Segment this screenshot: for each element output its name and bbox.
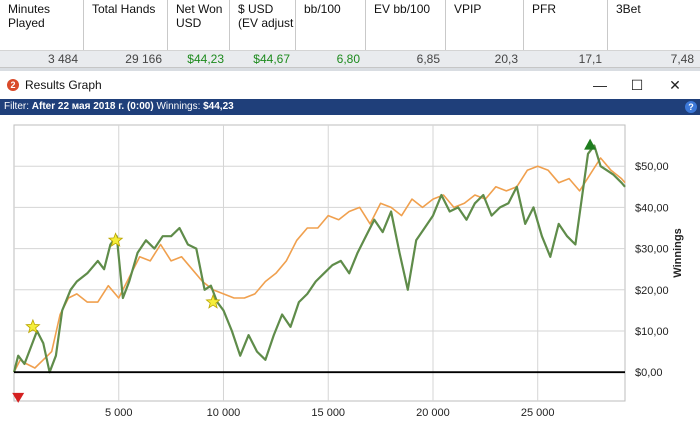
- stats-table: Minutes Played Total Hands Net Won USD $…: [0, 0, 700, 71]
- x-tick-label: 25 000: [521, 407, 555, 419]
- stats-header-row: Minutes Played Total Hands Net Won USD $…: [0, 0, 700, 50]
- y-tick-label: $20,00: [635, 285, 669, 297]
- value-minutes-played: 3 484: [47, 52, 78, 66]
- results-chart: 5 000 10 000 15 000 20 000 25 000 $0,00 $10,00…: [0, 115, 700, 424]
- value-vpip: 20,3: [494, 52, 518, 66]
- help-icon[interactable]: ?: [685, 101, 697, 113]
- col-header-net-won[interactable]: Net Won USD: [168, 0, 230, 50]
- value-net-won: $44,23: [187, 52, 224, 66]
- x-tick-label: 5 000: [105, 407, 133, 419]
- col-header-minutes-played[interactable]: Minutes Played: [0, 0, 84, 50]
- filter-prefix: Filter:: [4, 101, 32, 112]
- value-bb100: 6,80: [336, 52, 360, 66]
- y-tick-label: $0,00: [635, 367, 663, 379]
- results-chart-svg: 5 000 10 000 15 000 20 000 25 000 $0,00 $10,00…: [12, 124, 684, 419]
- ev-adjusted-line: [13, 157, 626, 373]
- value-3bet: 7,48: [670, 52, 694, 66]
- close-button[interactable]: ✕: [669, 77, 681, 93]
- app-logo-icon: 2: [7, 79, 19, 91]
- x-tick-label: 20 000: [416, 407, 450, 419]
- winnings-value: $44,23: [203, 101, 234, 112]
- col-header-vpip[interactable]: VPIP: [446, 0, 524, 50]
- y-axis-title: Winnings: [672, 228, 684, 277]
- filter-bar[interactable]: Filter: After 22 мая 2018 г. (0:00) Winn…: [0, 99, 700, 115]
- col-header-ev-adjusted[interactable]: $ USD (EV adjust: [230, 0, 296, 50]
- y-tick-label: $50,00: [635, 161, 669, 173]
- window-titlebar[interactable]: 2 Results Graph — ☐ ✕: [0, 71, 700, 99]
- y-tick-label: $10,00: [635, 326, 669, 338]
- stats-value-row[interactable]: 3 484 29 166 $44,23 $44,67 6,80 6,85 20,…: [0, 50, 700, 68]
- value-pfr: 17,1: [578, 52, 602, 66]
- col-header-3bet[interactable]: 3Bet: [616, 2, 641, 16]
- y-tick-label: $40,00: [635, 202, 669, 214]
- plot-area: [13, 124, 626, 402]
- value-total-hands: 29 166: [125, 52, 162, 66]
- value-ev-adjusted: $44,67: [253, 52, 290, 66]
- col-header-bb100[interactable]: bb/100: [296, 0, 366, 50]
- max-marker-triangle: [584, 138, 597, 150]
- col-header-pfr[interactable]: PFR: [524, 0, 608, 50]
- x-tick-label: 15 000: [311, 407, 345, 419]
- maximize-button[interactable]: ☐: [630, 77, 644, 93]
- col-header-ev-bb100[interactable]: EV bb/100: [366, 0, 446, 50]
- star-marker: [107, 232, 124, 247]
- window-divider: [0, 68, 700, 71]
- filter-value: After 22 мая 2018 г. (0:00): [31, 101, 154, 112]
- min-marker-triangle: [12, 392, 25, 403]
- minimize-button[interactable]: —: [593, 77, 607, 93]
- y-tick-label: $30,00: [635, 244, 669, 256]
- results-graph-window: 2 Results Graph — ☐ ✕ Filter: After 22 м…: [0, 71, 700, 424]
- winnings-label: Winnings:: [156, 101, 204, 112]
- star-marker: [205, 293, 221, 309]
- value-ev-bb100: 6,85: [416, 52, 440, 66]
- window-title: Results Graph: [25, 78, 102, 92]
- star-marker: [25, 318, 41, 334]
- x-tick-label: 10 000: [207, 407, 241, 419]
- col-header-total-hands[interactable]: Total Hands: [84, 0, 168, 50]
- net-won-line: [12, 144, 626, 374]
